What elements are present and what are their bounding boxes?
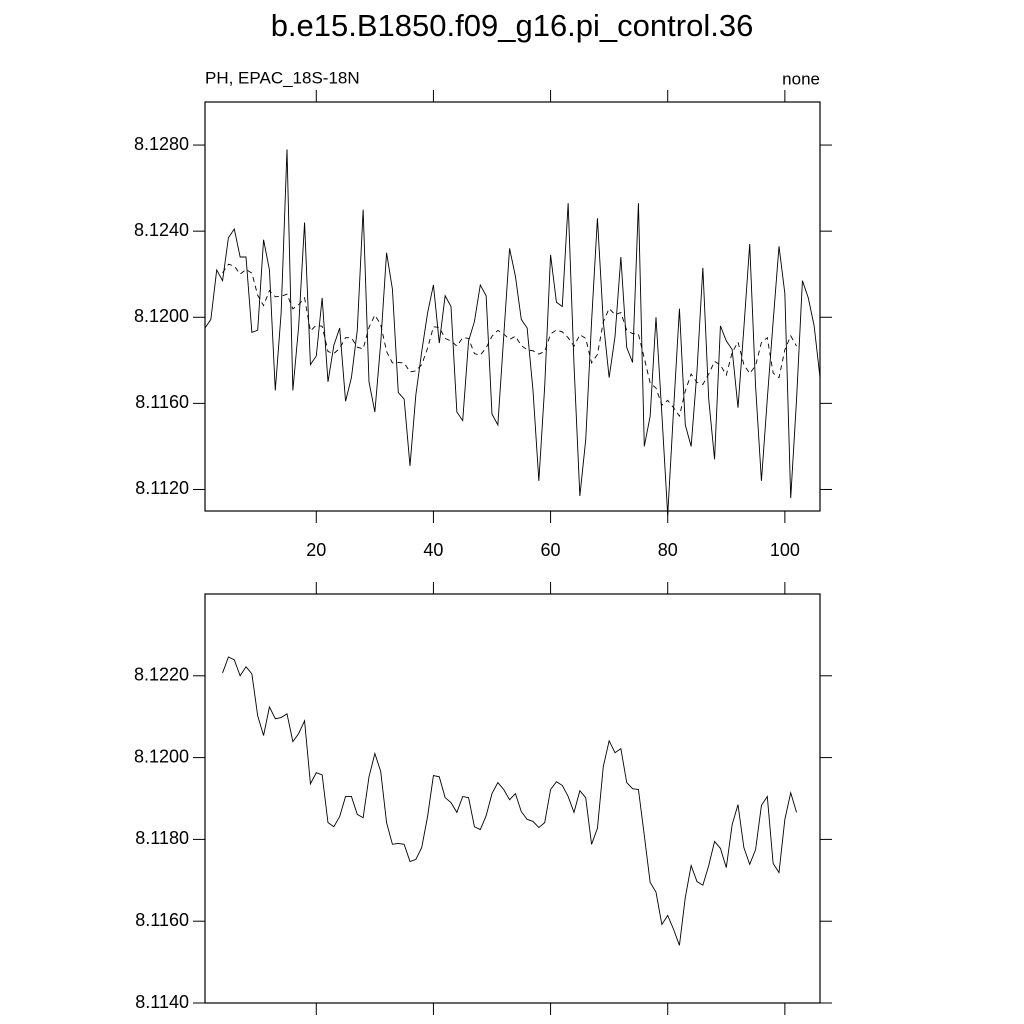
y-tick-label: 8.1200	[134, 306, 189, 326]
figure-title: b.e15.B1850.f09_g16.pi_control.36	[271, 8, 754, 43]
y-tick-label: 8.1240	[134, 220, 189, 240]
data-line	[222, 263, 797, 418]
x-tick-label: 100	[770, 540, 800, 560]
y-tick-label: 8.1220	[134, 665, 189, 685]
y-tick-label: 8.1160	[135, 392, 189, 412]
subtitle-left: PH, EPAC_18S-18N	[205, 68, 360, 87]
x-tick-label: 60	[541, 540, 561, 560]
subtitle-right: none	[782, 69, 820, 88]
x-tick-label: 80	[658, 540, 678, 560]
y-tick-label: 8.1160	[135, 910, 189, 930]
y-tick-label: 8.1140	[135, 992, 189, 1012]
y-tick-label: 8.1280	[134, 134, 189, 154]
data-line	[204, 149, 821, 516]
x-tick-label: 40	[423, 540, 443, 560]
data-line	[222, 656, 798, 946]
y-tick-label: 8.1180	[135, 828, 189, 848]
plot-frame	[204, 101, 821, 512]
x-tick-label: 20	[306, 540, 326, 560]
y-tick-label: 8.1120	[135, 478, 189, 498]
plot-frame	[204, 593, 821, 1004]
y-tick-label: 8.1200	[134, 746, 189, 766]
